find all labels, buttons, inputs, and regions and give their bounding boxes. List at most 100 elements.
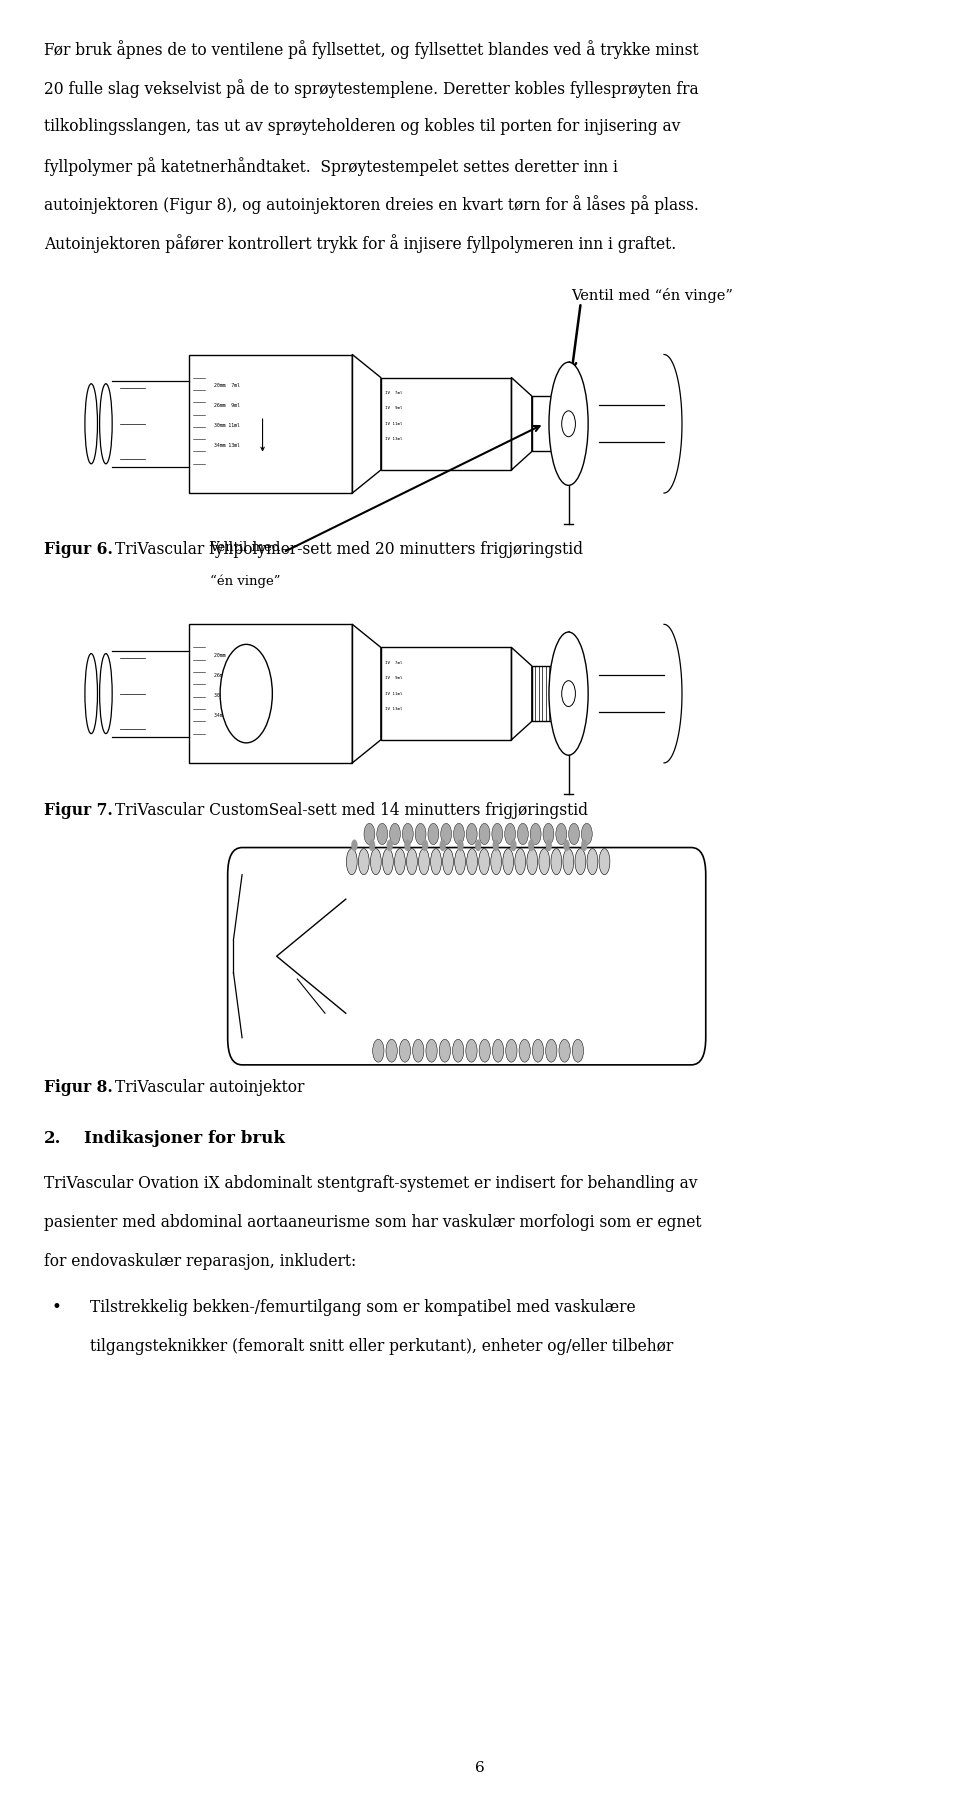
Text: “én vinge”: “én vinge” — [209, 574, 280, 587]
Ellipse shape — [413, 1040, 424, 1061]
Text: Ventil med: Ventil med — [209, 541, 280, 554]
Ellipse shape — [479, 849, 490, 875]
Circle shape — [387, 840, 393, 851]
Circle shape — [351, 840, 357, 851]
Ellipse shape — [491, 849, 501, 875]
Text: 20 fulle slag vekselvist på de to sprøytestemplene. Deretter kobles fyllesprøyte: 20 fulle slag vekselvist på de to sprøyt… — [44, 78, 699, 98]
Text: Indikasjoner for bruk: Indikasjoner for bruk — [84, 1130, 285, 1146]
Ellipse shape — [506, 1040, 517, 1061]
Ellipse shape — [453, 824, 465, 844]
Text: Figur 8.: Figur 8. — [44, 1079, 113, 1096]
Ellipse shape — [582, 824, 592, 844]
Ellipse shape — [466, 1040, 477, 1061]
Ellipse shape — [533, 1040, 543, 1061]
Text: 30mm 11ml: 30mm 11ml — [213, 692, 239, 697]
Text: tilgangsteknikker (femoralt snitt eller perkutant), enheter og/eller tilbehør: tilgangsteknikker (femoralt snitt eller … — [90, 1338, 674, 1355]
Ellipse shape — [372, 1040, 384, 1061]
Text: IV 13ml: IV 13ml — [385, 706, 402, 712]
Ellipse shape — [441, 824, 451, 844]
Ellipse shape — [415, 824, 426, 844]
Text: Ventil med “én vinge”: Ventil med “én vinge” — [571, 288, 733, 302]
Text: IV 11ml: IV 11ml — [385, 692, 402, 695]
Ellipse shape — [402, 824, 413, 844]
Text: 34mm 13ml: 34mm 13ml — [213, 444, 239, 447]
Ellipse shape — [503, 849, 514, 875]
Text: 6: 6 — [475, 1760, 485, 1775]
Circle shape — [528, 840, 534, 851]
Ellipse shape — [505, 824, 516, 844]
Ellipse shape — [479, 1040, 491, 1061]
Ellipse shape — [543, 824, 554, 844]
Ellipse shape — [467, 824, 477, 844]
Ellipse shape — [492, 1040, 504, 1061]
Text: 2.: 2. — [44, 1130, 61, 1146]
Text: Figur 6.: Figur 6. — [44, 541, 113, 558]
Text: min: min — [249, 706, 260, 712]
Circle shape — [475, 840, 481, 851]
Text: 26mm  9ml: 26mm 9ml — [213, 672, 239, 677]
Text: Tilstrekkelig bekken-/femurtilgang som er kompatibel med vaskulære: Tilstrekkelig bekken-/femurtilgang som e… — [90, 1298, 636, 1317]
Text: Autoinjektoren påfører kontrollert trykk for å injisere fyllpolymeren inn i graf: Autoinjektoren påfører kontrollert trykk… — [44, 234, 677, 254]
Text: autoinjektoren (Figur 8), og autoinjektoren dreies en kvart tørn for å låses på : autoinjektoren (Figur 8), og autoinjekto… — [44, 196, 699, 214]
Ellipse shape — [347, 849, 357, 875]
Ellipse shape — [431, 849, 442, 875]
Text: IV 11ml: IV 11ml — [385, 422, 402, 426]
Ellipse shape — [559, 1040, 570, 1061]
Circle shape — [220, 645, 273, 743]
Text: IV  9ml: IV 9ml — [385, 406, 402, 411]
Ellipse shape — [572, 1040, 584, 1061]
Text: 34mm 13ml: 34mm 13ml — [213, 714, 239, 717]
Ellipse shape — [386, 1040, 397, 1061]
Ellipse shape — [382, 849, 394, 875]
Circle shape — [422, 840, 428, 851]
Ellipse shape — [399, 1040, 411, 1061]
Ellipse shape — [428, 824, 439, 844]
Text: IV  7ml: IV 7ml — [385, 391, 402, 395]
Ellipse shape — [452, 1040, 464, 1061]
Ellipse shape — [479, 824, 490, 844]
Ellipse shape — [519, 1040, 530, 1061]
Ellipse shape — [527, 849, 538, 875]
Text: TriVascular CustomSeal-sett med 14 minutters frigjøringstid: TriVascular CustomSeal-sett med 14 minut… — [115, 802, 588, 819]
Text: fyllpolymer på katetnerhåndtaket.  Sprøytestempelet settes deretter inn i: fyllpolymer på katetnerhåndtaket. Sprøyt… — [44, 156, 618, 176]
Ellipse shape — [599, 849, 610, 875]
Ellipse shape — [455, 849, 466, 875]
Text: Før bruk åpnes de to ventilene på fyllsettet, og fyllsettet blandes ved å trykke: Før bruk åpnes de to ventilene på fyllse… — [44, 40, 699, 58]
Ellipse shape — [539, 849, 550, 875]
Ellipse shape — [551, 849, 562, 875]
Text: IV  9ml: IV 9ml — [385, 676, 402, 681]
Ellipse shape — [406, 849, 418, 875]
Ellipse shape — [556, 824, 566, 844]
Ellipse shape — [575, 849, 586, 875]
Text: •: • — [52, 1298, 61, 1317]
Text: pasienter med abdominal aortaaneurisme som har vaskulær morfologi som er egnet: pasienter med abdominal aortaaneurisme s… — [44, 1213, 702, 1231]
Text: 26mm  9ml: 26mm 9ml — [213, 402, 239, 407]
Ellipse shape — [358, 849, 370, 875]
Ellipse shape — [549, 362, 588, 485]
Text: TriVascular Ovation iX abdominalt stentgraft-systemet er indisert for behandling: TriVascular Ovation iX abdominalt stentg… — [44, 1175, 698, 1192]
Text: for endovaskulær reparasjon, inkludert:: for endovaskulær reparasjon, inkludert: — [44, 1253, 356, 1270]
Text: tilkoblingsslangen, tas ut av sprøyteholderen og kobles til porten for injiserin: tilkoblingsslangen, tas ut av sprøytehol… — [44, 118, 681, 134]
Ellipse shape — [530, 824, 541, 844]
Text: TriVascular autoinjektor: TriVascular autoinjektor — [115, 1079, 304, 1096]
Circle shape — [440, 840, 445, 851]
Ellipse shape — [587, 849, 598, 875]
Circle shape — [369, 840, 375, 851]
Text: IV  7ml: IV 7ml — [385, 661, 402, 665]
Ellipse shape — [545, 1040, 557, 1061]
Ellipse shape — [467, 849, 477, 875]
Circle shape — [404, 840, 411, 851]
Ellipse shape — [371, 849, 381, 875]
Circle shape — [511, 840, 516, 851]
Ellipse shape — [364, 824, 374, 844]
Ellipse shape — [390, 824, 400, 844]
Ellipse shape — [443, 849, 453, 875]
Text: TriVascular fyllpolymer-sett med 20 minutters frigjøringstid: TriVascular fyllpolymer-sett med 20 minu… — [115, 541, 584, 558]
Text: 20mm  7ml: 20mm 7ml — [213, 382, 239, 388]
Ellipse shape — [515, 849, 526, 875]
Ellipse shape — [426, 1040, 437, 1061]
Text: 20mm  7ml: 20mm 7ml — [213, 652, 239, 657]
Text: 30mm 11ml: 30mm 11ml — [213, 422, 239, 427]
Ellipse shape — [568, 824, 580, 844]
Ellipse shape — [563, 849, 574, 875]
